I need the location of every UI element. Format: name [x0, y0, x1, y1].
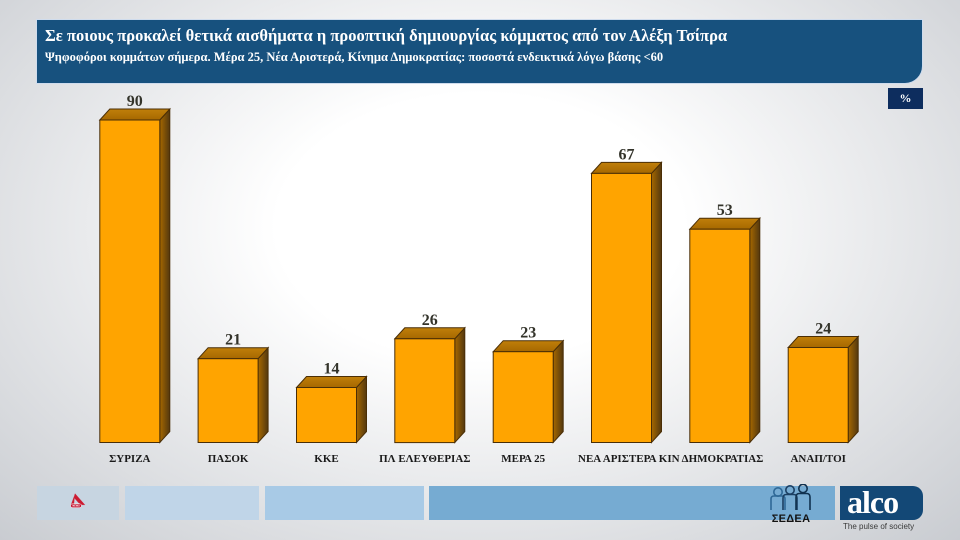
svg-text:ΚΚΕ: ΚΚΕ	[314, 453, 338, 465]
svg-text:53: 53	[717, 202, 733, 219]
svg-text:ΠΛ ΕΛΕΥΘΕΡΙΑΣ: ΠΛ ΕΛΕΥΘΕΡΙΑΣ	[379, 453, 470, 465]
svg-text:ΣΥΡΙΖΑ: ΣΥΡΙΖΑ	[109, 453, 150, 465]
svg-text:ΠΑΣΟΚ: ΠΑΣΟΚ	[208, 453, 249, 465]
svg-text:90: 90	[127, 93, 143, 110]
svg-text:21: 21	[225, 332, 241, 349]
svg-text:24: 24	[815, 321, 831, 338]
svg-text:67: 67	[619, 146, 635, 163]
svg-text:NEWS: NEWS	[72, 505, 80, 508]
svg-text:14: 14	[324, 361, 340, 378]
svg-text:ΑΝΑΠ/ΤΟΙ: ΑΝΑΠ/ΤΟΙ	[790, 453, 845, 465]
svg-text:ΜΕΡΑ 25: ΜΕΡΑ 25	[501, 453, 545, 465]
svg-text:ΝΕΑ ΑΡΙΣΤΕΡΑ ΚΙΝ ΔΗΜΟΚΡΑΤΙΑΣ: ΝΕΑ ΑΡΙΣΤΕΡΑ ΚΙΝ ΔΗΜΟΚΡΑΤΙΑΣ	[578, 453, 763, 465]
svg-text:26: 26	[422, 312, 438, 329]
svg-text:23: 23	[520, 325, 536, 342]
